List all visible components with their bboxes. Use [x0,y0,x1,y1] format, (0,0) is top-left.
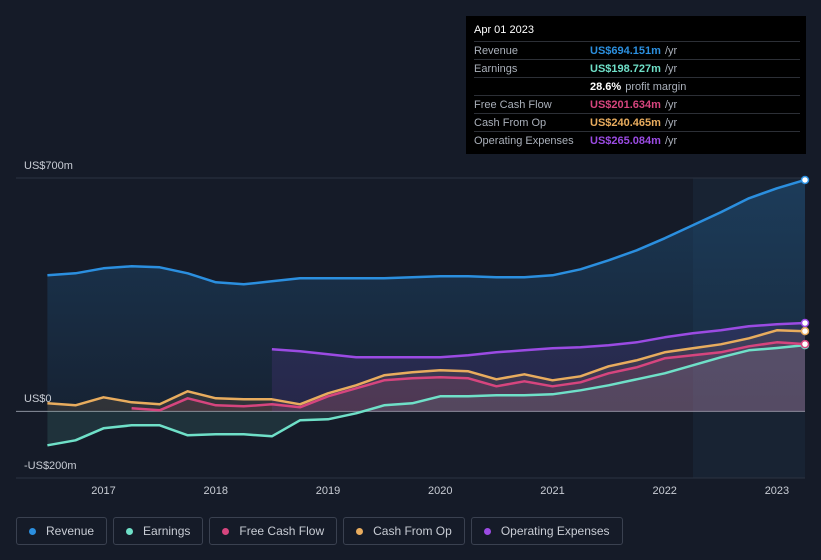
tooltip-unit: /yr [664,98,678,111]
legend: Revenue Earnings Free Cash Flow Cash From O… [16,517,623,545]
tooltip-row: Cash From Op US$240.465m/yr [474,113,800,131]
tooltip-row: Revenue US$694.151m/yr [474,41,800,59]
tooltip-value: US$694.151m [590,44,661,57]
end-dot [800,318,810,328]
tooltip-label: Revenue [474,44,519,57]
x-tick-label: 2019 [316,485,340,497]
legend-swatch [29,527,36,535]
series-area [271,323,805,412]
series-line [47,329,806,407]
tooltip-row: Operating Expenses US$265.084m/yr [474,131,800,149]
tooltip-unit: /yr [664,116,678,129]
x-tick-label: 2020 [428,485,452,497]
tooltip-unit: /yr [664,134,678,147]
legend-item[interactable]: Earnings [113,517,204,545]
tooltip-label: Earnings [474,62,518,75]
legend-label: Operating Expenses [500,524,610,538]
tooltip-label: Free Cash Flow [474,98,552,111]
tooltip-unit: /yr [664,62,678,75]
y-tick-label: US$0 [24,393,52,405]
tooltip: Apr 01 2023 Revenue US$694.151m/yr Earning… [466,16,806,154]
series-area [131,342,806,412]
series-area [47,330,805,412]
end-dot [800,326,810,336]
legend-swatch [356,527,364,535]
legend-swatch [126,527,134,535]
tooltip-label: Cash From Op [474,116,547,129]
tooltip-value: US$240.465m [590,116,661,129]
legend-item[interactable]: Free Cash Flow [209,517,338,545]
tooltip-row: 28.6% profit margin [474,77,800,95]
tooltip-unit: profit margin [625,80,687,93]
legend-swatch [483,527,491,535]
legend-swatch [222,527,230,535]
x-tick-label: 2021 [540,485,564,497]
legend-label: Free Cash Flow [239,524,325,538]
end-dot [800,339,810,349]
series-area [47,345,805,446]
tooltip-label: Operating Expenses [474,134,574,147]
series-line [47,343,806,447]
tooltip-value: US$265.084m [590,134,661,147]
legend-item[interactable]: Cash From Op [343,517,465,545]
tooltip-unit: /yr [664,44,678,57]
y-tick-label: -US$200m [24,460,77,472]
tooltip-value: US$198.727m [590,62,661,75]
legend-label: Revenue [46,524,95,538]
x-tick-label: 2017 [91,485,115,497]
series-line [47,178,806,286]
tooltip-value: US$201.634m [590,98,661,111]
x-tick-label: 2023 [765,485,789,497]
tooltip-date: Apr 01 2023 [474,24,534,36]
legend-label: Cash From Op [373,524,452,538]
legend-item[interactable]: Revenue [16,517,108,545]
legend-label: Earnings [143,524,191,538]
series-line [271,321,806,359]
y-tick-label: US$700m [24,160,73,172]
x-tick-label: 2018 [204,485,228,497]
end-dot [800,175,810,185]
chart: -US$200m US$0 US$700m 2017 2018 2019 2020 2021 2… [16,160,810,497]
tooltip-value: 28.6% [590,80,622,93]
series-area [47,179,805,412]
tooltip-row: Earnings US$198.727m/yr [474,59,800,77]
legend-item[interactable]: Operating Expenses [470,517,623,545]
x-tick-label: 2022 [652,485,676,497]
tooltip-row: Free Cash Flow US$201.634m/yr [474,95,800,113]
series-line [131,341,806,412]
